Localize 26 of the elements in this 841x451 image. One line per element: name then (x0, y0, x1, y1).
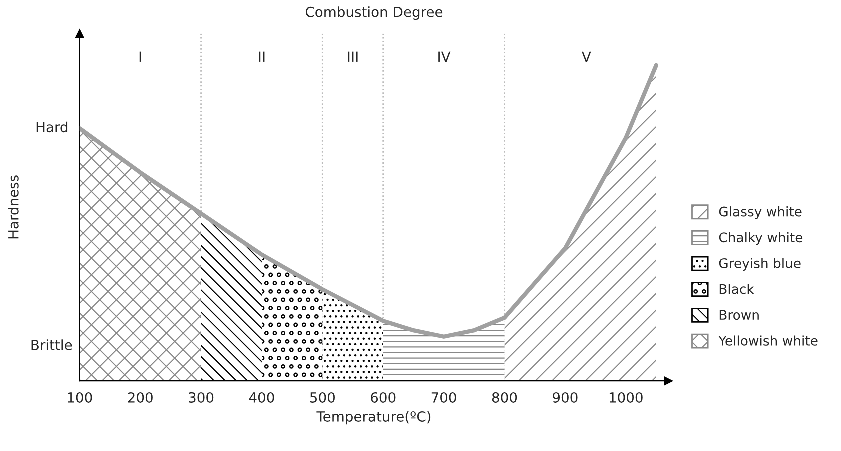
x-tick-label: 900 (553, 392, 578, 403)
chart-title: Combustion Degree (306, 6, 443, 20)
legend-label: Greyish blue (719, 258, 801, 271)
text: II (259, 52, 265, 62)
legend-label: Chalky white (719, 232, 803, 246)
text: I (140, 52, 142, 62)
x-tick-label: 700 (432, 392, 456, 403)
text: III (348, 52, 358, 62)
x-tick-label: 1000 (610, 392, 643, 403)
legend-label: Yellowish white (718, 336, 818, 346)
legend-label: Black (720, 284, 754, 294)
legend-label: Brown (720, 310, 759, 320)
y-axis-title: Hardness (8, 176, 19, 239)
x-tick-label: 600 (371, 392, 396, 403)
x-tick-label: 800 (492, 392, 518, 403)
text: V (582, 52, 592, 62)
x-tick-label: 300 (189, 392, 214, 403)
x-tick-label: 100 (68, 392, 92, 403)
annotation: Hard (36, 122, 68, 133)
x-axis-title: Temperature(ºC) (316, 411, 431, 425)
legend-label: Glassy white (719, 206, 802, 220)
text: IV (438, 52, 451, 62)
text: Brittle (32, 340, 72, 350)
x-tick-label: 400 (249, 392, 274, 403)
x-tick-label: 200 (128, 392, 153, 403)
x-tick-label: 500 (310, 392, 335, 403)
